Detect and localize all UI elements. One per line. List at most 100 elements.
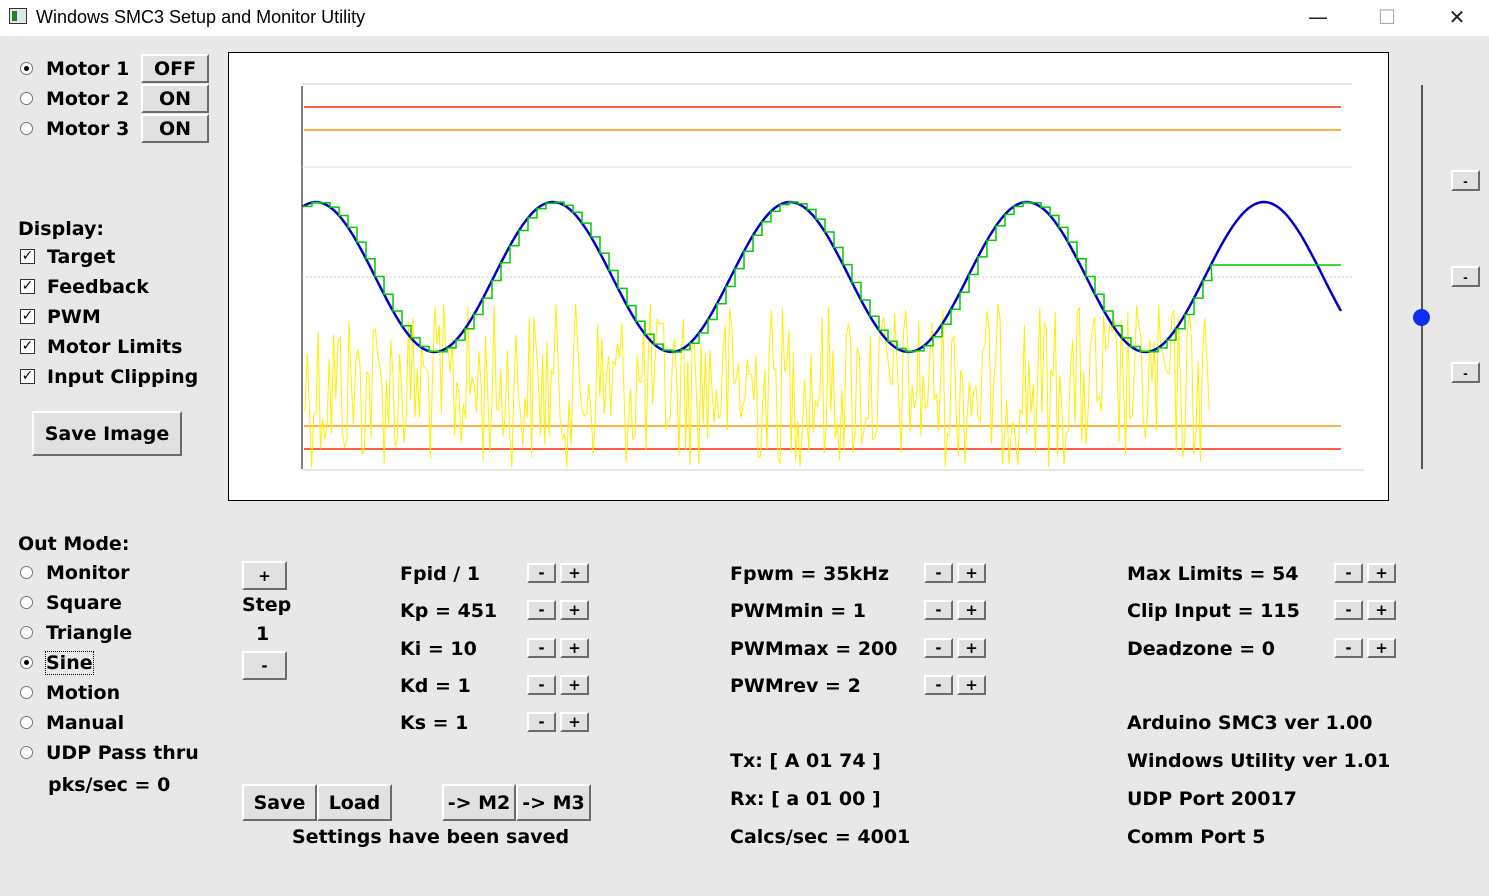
close-button[interactable]: ✕ [1448, 5, 1466, 29]
calcs-per-sec: Calcs/sec = 4001 [730, 826, 911, 848]
triangle-radio[interactable] [20, 626, 33, 639]
square-label: Square [46, 592, 122, 614]
comm-port: Comm Port 5 [1127, 826, 1266, 848]
motor-1-toggle-button[interactable]: OFF [141, 54, 209, 83]
clip-input-label: Clip Input = 115 [1127, 600, 1300, 622]
fpwm-minus-button[interactable]: - [924, 563, 953, 583]
kp-plus-button[interactable]: + [560, 600, 589, 620]
scale-top-minus-button[interactable]: - [1451, 170, 1480, 191]
arduino-version: Arduino SMC3 ver 1.00 [1127, 712, 1373, 734]
pwmmax-label: PWMmax = 200 [730, 638, 898, 660]
motor-1-radio[interactable] [20, 62, 33, 75]
pwmmin-minus-button[interactable]: - [924, 600, 953, 620]
motion-radio[interactable] [20, 686, 33, 699]
copy-to-m2-button[interactable]: -> M2 [442, 784, 516, 821]
fpid-plus-button[interactable]: + [560, 563, 589, 583]
pwmrev-minus-button[interactable]: - [924, 675, 953, 695]
ks-minus-button[interactable]: - [527, 712, 556, 732]
pwmmin-plus-button[interactable]: + [957, 600, 986, 620]
sine-radio[interactable] [20, 656, 33, 669]
ki-label: Ki = 10 [400, 638, 477, 660]
motor-3-label: Motor 3 [46, 118, 130, 140]
motor-2-toggle-button[interactable]: ON [141, 84, 209, 113]
deadzone-minus-button[interactable]: - [1334, 638, 1363, 658]
status-message: Settings have been saved [292, 826, 570, 848]
clip-input-plus-button[interactable]: + [1367, 600, 1396, 620]
udp-port: UDP Port 20017 [1127, 788, 1297, 810]
pwmmax-plus-button[interactable]: + [957, 638, 986, 658]
ki-minus-button[interactable]: - [527, 638, 556, 658]
tx-readout: Tx: [ A 01 74 ] [730, 750, 881, 772]
fpwm-label: Fpwm = 35kHz [730, 563, 890, 585]
monitor-graph [228, 52, 1389, 501]
udp-pass-thru-radio[interactable] [20, 746, 33, 759]
step-value: 1 [256, 623, 270, 645]
copy-to-m3-button[interactable]: -> M3 [516, 784, 591, 821]
position-trace [302, 200, 1343, 354]
pwmrev-label: PWMrev = 2 [730, 675, 861, 697]
motor-2-radio[interactable] [20, 92, 33, 105]
pwm-label: PWM [47, 306, 101, 328]
out-mode-heading: Out Mode: [18, 533, 130, 555]
input-clipping-label: Input Clipping [47, 366, 199, 388]
vertical-slider-track[interactable] [1421, 85, 1423, 469]
motor-3-toggle-button[interactable]: ON [141, 114, 209, 143]
target-label: Target [47, 246, 116, 268]
fpwm-plus-button[interactable]: + [957, 563, 986, 583]
max-limits-plus-button[interactable]: + [1367, 563, 1396, 583]
triangle-label: Triangle [46, 622, 133, 644]
graph-canvas [301, 83, 1364, 471]
motor-limits-label: Motor Limits [47, 336, 183, 358]
target-checkbox[interactable]: ✓ [20, 248, 35, 264]
title-bar: Windows SMC3 Setup and Monitor Utility —… [0, 0, 1489, 36]
feedback-checkbox[interactable]: ✓ [20, 278, 35, 294]
window-title: Windows SMC3 Setup and Monitor Utility [36, 7, 366, 27]
kp-minus-button[interactable]: - [527, 600, 556, 620]
max-limits-minus-button[interactable]: - [1334, 563, 1363, 583]
motor-2-label: Motor 2 [46, 88, 130, 110]
input-clipping-checkbox[interactable]: ✓ [20, 368, 35, 384]
scale-mid-minus-button[interactable]: - [1451, 266, 1480, 287]
maximize-button[interactable]: ☐ [1378, 5, 1396, 29]
step-label: Step [242, 594, 292, 616]
pwmrev-plus-button[interactable]: + [957, 675, 986, 695]
motor-3-radio[interactable] [20, 122, 33, 135]
load-button[interactable]: Load [317, 784, 392, 821]
kd-plus-button[interactable]: + [560, 675, 589, 695]
feedback-trace [303, 201, 1341, 353]
udp-pass-thru-label: UDP Pass thru [46, 742, 199, 764]
monitor-label: Monitor [46, 562, 130, 584]
motion-label: Motion [46, 682, 121, 704]
ki-plus-button[interactable]: + [560, 638, 589, 658]
deadzone-plus-button[interactable]: + [1367, 638, 1396, 658]
save-button[interactable]: Save [242, 784, 317, 821]
motor-1-label: Motor 1 [46, 58, 130, 80]
kd-minus-button[interactable]: - [527, 675, 556, 695]
ks-plus-button[interactable]: + [560, 712, 589, 732]
kd-label: Kd = 1 [400, 675, 471, 697]
manual-label: Manual [46, 712, 125, 734]
save-image-button[interactable]: Save Image [32, 411, 182, 456]
manual-radio[interactable] [20, 716, 33, 729]
deadzone-label: Deadzone = 0 [1127, 638, 1275, 660]
monitor-radio[interactable] [20, 566, 33, 579]
pwmmax-minus-button[interactable]: - [924, 638, 953, 658]
windows-utility-version: Windows Utility ver 1.01 [1127, 750, 1391, 772]
app-icon [9, 8, 27, 24]
pwm-checkbox[interactable]: ✓ [20, 308, 35, 324]
step-minus-button[interactable]: - [242, 651, 287, 680]
clip-input-minus-button[interactable]: - [1334, 600, 1363, 620]
vertical-slider-thumb[interactable] [1413, 309, 1430, 326]
fpid-minus-button[interactable]: - [527, 563, 556, 583]
square-radio[interactable] [20, 596, 33, 609]
minimize-button[interactable]: — [1308, 5, 1328, 29]
ks-label: Ks = 1 [400, 712, 469, 734]
rx-readout: Rx: [ a 01 00 ] [730, 788, 881, 810]
pwmmin-label: PWMmin = 1 [730, 600, 866, 622]
kp-label: Kp = 451 [400, 600, 498, 622]
step-plus-button[interactable]: + [242, 561, 287, 590]
display-heading: Display: [18, 218, 104, 240]
packets-per-sec: pks/sec = 0 [48, 774, 171, 796]
motor-limits-checkbox[interactable]: ✓ [20, 338, 35, 354]
scale-bottom-minus-button[interactable]: - [1451, 362, 1480, 383]
